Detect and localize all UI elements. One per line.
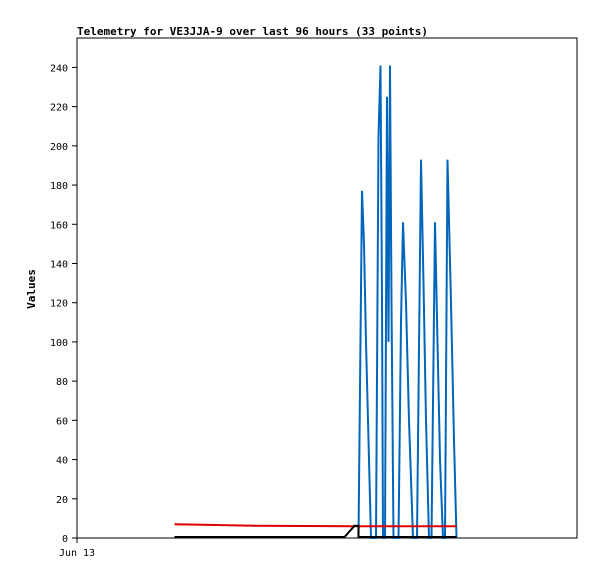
y-axis-label: Values [25, 269, 38, 309]
y-axis: 0 20 40 60 80 100 120 140 160 180 200 220 240 [50, 63, 77, 545]
series-line-3 [174, 524, 457, 538]
y-tick-label: 240 [50, 63, 68, 74]
y-tick-label: 220 [50, 103, 68, 114]
y-tick-label: 20 [56, 495, 68, 506]
series-line-2 [174, 523, 457, 528]
y-tick-label: 40 [56, 456, 68, 467]
y-tick-label: 180 [50, 181, 68, 192]
y-tick-label: 200 [50, 142, 68, 153]
y-tick-label: 80 [56, 377, 68, 388]
y-tick-label: 120 [50, 299, 68, 310]
y-tick-label: 60 [56, 416, 68, 427]
series-line-1 [357, 65, 458, 539]
x-axis: Jun 13 [59, 538, 95, 559]
y-tick-label: 100 [50, 338, 68, 349]
y-tick-label: 160 [50, 220, 68, 231]
series-layer [174, 65, 458, 539]
y-tick-label: 0 [62, 534, 68, 545]
chart-title: Telemetry for VE3JJA-9 over last 96 hour… [77, 25, 428, 38]
x-tick-label: Jun 13 [59, 548, 95, 559]
plot-frame [76, 37, 578, 539]
y-tick-label: 140 [50, 259, 68, 270]
